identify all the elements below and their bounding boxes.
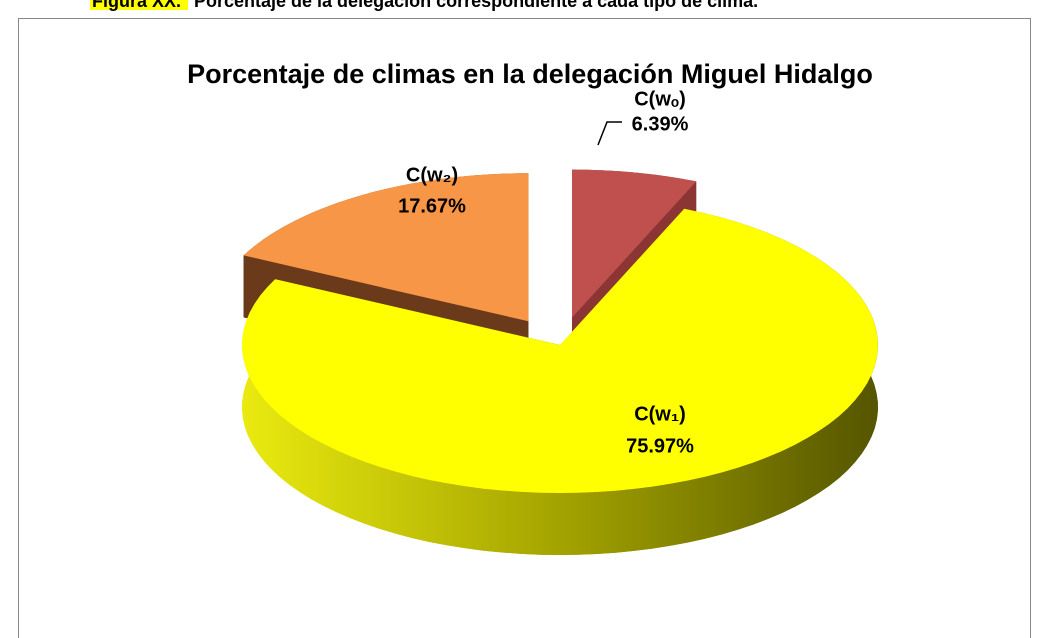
slice xyxy=(243,173,529,322)
caption-text: Porcentaje de la delegación correspondie… xyxy=(194,0,758,11)
value-label: 6.39% xyxy=(632,113,689,135)
caption-highlight xyxy=(90,0,188,10)
chart-title: Porcentaje de climas en la delegación Mi… xyxy=(187,59,873,89)
value-label: 75.97% xyxy=(626,435,694,457)
slice-label: C(w₂) xyxy=(406,164,458,186)
slice-label: C(w₁) xyxy=(634,403,686,425)
slice xyxy=(572,169,697,318)
value-label: 17.67% xyxy=(398,195,466,217)
leader-line xyxy=(597,121,622,146)
slice-label: C(wₒ) xyxy=(634,88,686,110)
slice xyxy=(242,208,878,494)
caption-label: Figura XX. xyxy=(92,0,181,11)
chart-border xyxy=(18,18,1031,638)
